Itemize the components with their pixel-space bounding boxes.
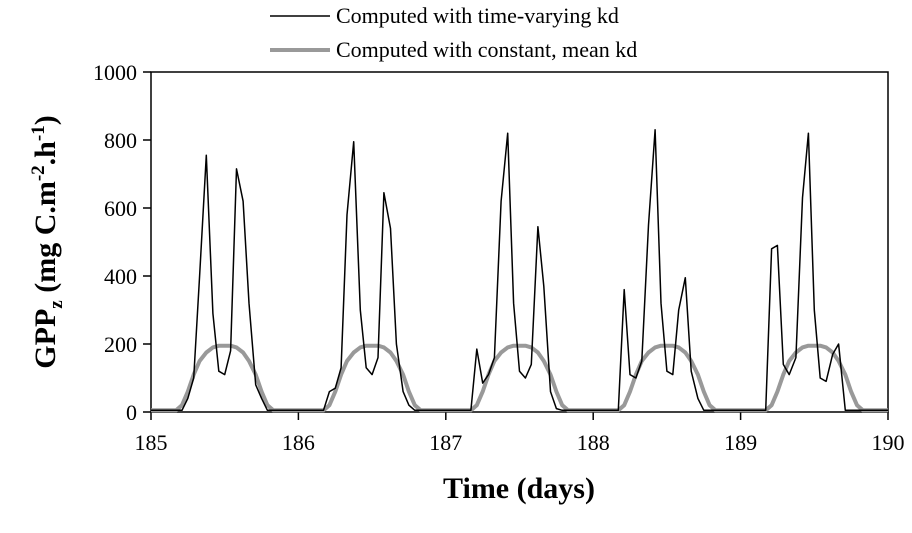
y-tick-label: 200 bbox=[104, 332, 137, 357]
x-tick-label: 186 bbox=[282, 430, 315, 455]
y-label-unit-b: .h bbox=[29, 141, 62, 166]
y-tick-label: 0 bbox=[126, 400, 137, 425]
axis-ticks: 0 200 400 600 800 1000 185 186 187 188 189 190 bbox=[93, 60, 905, 455]
series-line-constant bbox=[151, 343, 888, 413]
y-label-unit-c: ) bbox=[29, 115, 62, 125]
y-tick-label: 400 bbox=[104, 264, 137, 289]
y-label-main: GPP bbox=[29, 309, 62, 369]
y-tick-label: 600 bbox=[104, 196, 137, 221]
legend-label-time-varying: Computed with time-varying kd bbox=[336, 3, 619, 28]
y-tick-label: 800 bbox=[104, 128, 137, 153]
y-label-sup1: -2 bbox=[28, 165, 49, 181]
series-layer bbox=[151, 129, 888, 413]
plot-area bbox=[150, 71, 889, 413]
x-tick-label: 190 bbox=[872, 430, 905, 455]
x-axis-label: Time (days) bbox=[443, 472, 595, 505]
legend: Computed with time-varying kd Computed w… bbox=[270, 3, 637, 62]
y-tick-label: 1000 bbox=[93, 60, 137, 85]
x-tick-label: 185 bbox=[135, 430, 168, 455]
x-tick-label: 189 bbox=[724, 430, 757, 455]
x-tick-label: 188 bbox=[577, 430, 610, 455]
x-tick-label: 187 bbox=[429, 430, 462, 455]
y-label-unit-a: (mg C.m bbox=[29, 181, 62, 300]
legend-label-constant: Computed with constant, mean kd bbox=[336, 37, 637, 62]
y-label-sup2: -1 bbox=[28, 125, 49, 141]
series-line-time-varying bbox=[151, 129, 888, 412]
y-label-sub: z bbox=[46, 300, 67, 309]
y-axis-label: GPPz (mg C.m-2.h-1) bbox=[28, 115, 67, 368]
